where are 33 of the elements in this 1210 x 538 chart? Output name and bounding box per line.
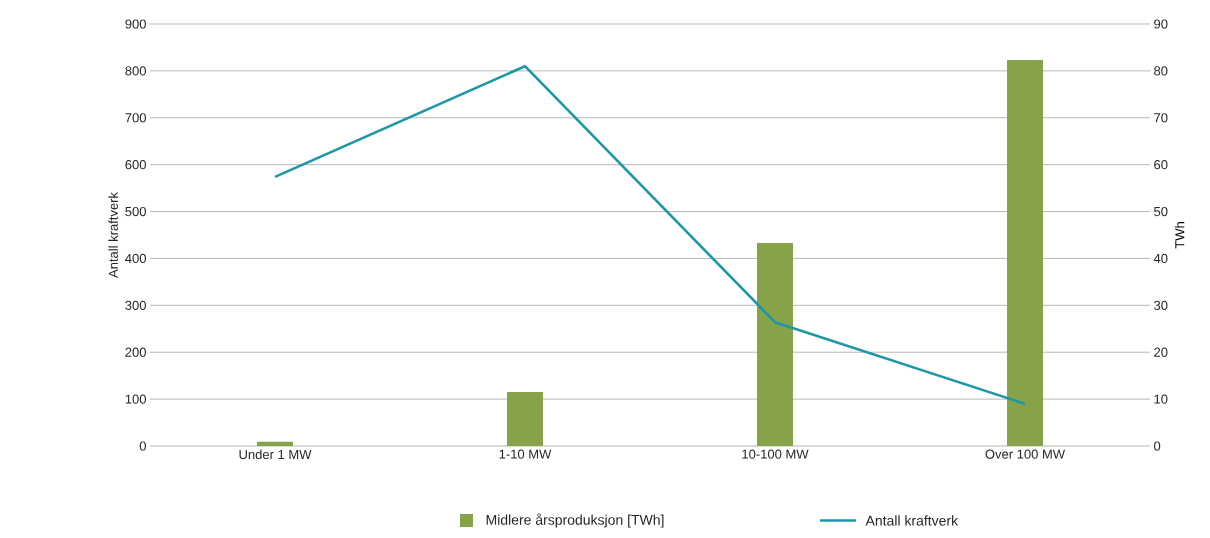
y2-tick-label: 80 — [1154, 66, 1168, 76]
x-tick-label: Under 1 MW — [239, 449, 312, 460]
line-series — [273, 64, 1027, 406]
x-tick-label: 10-100 MW — [742, 449, 809, 459]
y2-tick-label: 60 — [1154, 160, 1168, 170]
y-tick-label: 800 — [125, 66, 146, 76]
legend-label: Midlere årsproduksjon [TWh] — [486, 513, 664, 528]
x-tick-label: 1-10 MW — [499, 449, 552, 459]
y2-tick-label: 10 — [1154, 394, 1168, 404]
x-tick-label: Over 100 MW — [985, 449, 1066, 459]
bar — [757, 242, 793, 446]
y-tick-label: 200 — [125, 347, 146, 357]
y2-tick-label: 90 — [1154, 19, 1168, 29]
y-tick-label: 0 — [139, 441, 146, 451]
y-tick-label: 700 — [125, 113, 146, 123]
bar — [1007, 60, 1043, 446]
y2-tick-label: 40 — [1153, 253, 1168, 264]
legend-label: Antall kraftverk — [865, 515, 959, 526]
y-tick-label: 400 — [125, 253, 146, 264]
y-tick-label: 600 — [125, 160, 146, 170]
bar — [257, 441, 294, 446]
y-tick-label: 300 — [125, 300, 146, 310]
y-axis-title: Antall kraftverk — [108, 192, 118, 278]
y2-tick-label: 0 — [1154, 441, 1161, 451]
y-tick-label: 500 — [125, 206, 146, 217]
y2-tick-label: 30 — [1154, 300, 1168, 310]
y2-axis-title: TWh — [1174, 222, 1185, 249]
y2-tick-label: 70 — [1154, 113, 1168, 123]
y2-tick-label: 50 — [1154, 206, 1168, 217]
bar — [507, 392, 544, 446]
y-tick-label: 900 — [125, 19, 146, 29]
y2-tick-label: 20 — [1154, 347, 1168, 357]
y-tick-label: 100 — [125, 394, 146, 404]
